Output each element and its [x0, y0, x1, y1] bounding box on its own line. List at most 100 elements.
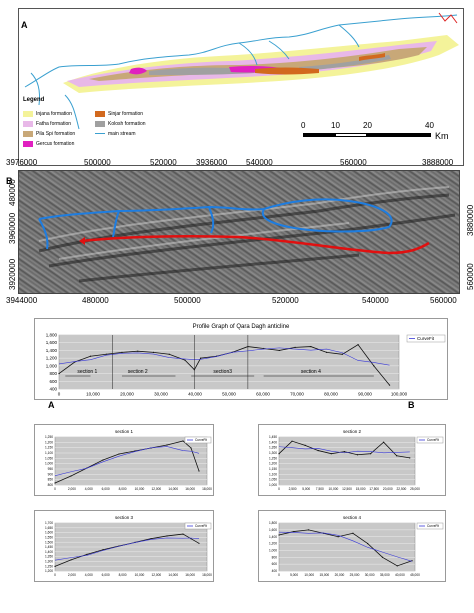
legend-item: Sinjar formation [95, 109, 175, 119]
coord-label: 480000 [82, 296, 109, 305]
section-label: section 2 [128, 369, 148, 375]
chart-legend [184, 522, 212, 530]
data-point [118, 453, 120, 455]
plot-area [278, 522, 416, 572]
scale-unit: Km [435, 131, 449, 141]
legend-item: Kolosh formation [95, 119, 175, 129]
chart-legend [416, 522, 444, 530]
plot-area [58, 334, 400, 390]
x-tick-label: 17,500 [369, 487, 379, 491]
x-tick-label: 15,000 [356, 487, 366, 491]
x-tick-label: 6,000 [102, 487, 110, 491]
x-tick-label: 0 [278, 573, 280, 577]
chart-title: Profile Graph of Qara Dagh anticline [193, 324, 290, 330]
data-point [54, 565, 56, 567]
legend-item: Gercus formation [23, 139, 93, 149]
chart-legend [184, 436, 212, 444]
geologic-map [24, 12, 459, 130]
data-point [166, 444, 168, 446]
main-stream-swatch [95, 133, 105, 135]
x-tick-label: 6,000 [102, 573, 110, 577]
y-tick-label: 1,250 [45, 435, 53, 439]
section-2-chart-svg: section 21,4501,4001,3501,3001,2501,2001… [269, 429, 444, 491]
chart-title: section 4 [343, 515, 362, 520]
section-label: section 4 [301, 369, 321, 375]
y-tick-label: 1,200 [269, 462, 277, 466]
x-tick-label: 70,000 [290, 392, 304, 397]
y-tick-label: 1,400 [46, 348, 58, 353]
y-tick-label: 1,800 [46, 333, 58, 338]
x-tick-label: 60,000 [256, 392, 270, 397]
data-point [278, 349, 280, 352]
x-tick-label: 5,000 [290, 573, 298, 577]
kolosh-formation-area [149, 67, 255, 75]
coord-label: 540000 [362, 296, 389, 305]
section-3-chart: section 3 1,700 1,650 1,600 1,550 1,500 1,450 1… [34, 510, 214, 582]
x-tick-label: 40,000 [395, 573, 405, 577]
data-point [105, 353, 107, 355]
coord-label: 3936000 [196, 158, 228, 167]
legend-label: CurveFit [427, 438, 439, 442]
data-point [184, 359, 186, 361]
x-tick-label: 2,500 [289, 487, 297, 491]
x-tick-label: 4,000 [85, 487, 93, 491]
y-tick-label: 1,200 [45, 440, 53, 444]
section-2-chart: section 2 1,450 1,400 1,350 1,300 1,250 1,200 1… [258, 424, 446, 496]
scale-tick: 0 [301, 121, 306, 130]
coord-label: 500000 [84, 158, 111, 167]
y-tick-label: 1,350 [269, 446, 277, 450]
dem-hillshade-panel [18, 170, 460, 294]
gercus-swatch [23, 140, 33, 147]
data-point [150, 538, 152, 540]
y-tick-label: 850 [48, 478, 54, 482]
x-tick-label: 14,000 [168, 487, 178, 491]
y-tick-label: 1,600 [46, 340, 58, 345]
profile-chart-svg: Profile Graph of Qara Dagh anticline 1,80… [46, 324, 446, 397]
x-tick-label: 18,000 [202, 487, 212, 491]
x-tick-label: 25,000 [350, 573, 360, 577]
x-tick-label: 50,000 [222, 392, 236, 397]
data-point [357, 344, 359, 346]
x-tick-label: 22,500 [397, 487, 407, 491]
data-point [293, 530, 295, 533]
x-tick-label: 20,000 [383, 487, 393, 491]
data-point [200, 357, 202, 359]
y-tick-label: 1,200 [269, 542, 277, 546]
coord-label: 3944000 [6, 296, 38, 305]
section-3-chart-svg: section 31,7001,6501,6001,5501,5001,4501… [45, 515, 212, 577]
x-tick-label: 30,000 [154, 392, 168, 397]
y-tick-label: 1,000 [269, 483, 277, 487]
y-tick-label: 1,200 [45, 569, 53, 573]
y-tick-label: 600 [272, 562, 278, 566]
data-point [137, 350, 139, 352]
x-tick-label: 15,000 [319, 573, 329, 577]
coord-label: 3920000 [8, 258, 17, 290]
section-4-chart: section 4 1,800 1,600 1,400 1,200 1,000 800 600… [258, 510, 446, 582]
coord-label: 500000 [174, 296, 201, 305]
y-tick-label: 1,700 [45, 521, 53, 525]
data-line [278, 529, 413, 567]
data-point [304, 444, 306, 446]
chart-legend [406, 334, 446, 343]
data-point [121, 351, 123, 353]
sinjar-swatch [95, 110, 105, 117]
data-point [291, 440, 293, 442]
data-point [190, 538, 192, 540]
x-tick-label: 8,000 [119, 487, 127, 491]
coord-label: 3960000 [8, 212, 17, 244]
panel-b-label: B [6, 176, 13, 186]
y-tick-label: 1,400 [45, 550, 53, 554]
legend-label: CurveFit [417, 336, 435, 341]
data-point [168, 353, 170, 355]
coord-label: 480000 [8, 179, 17, 206]
x-tick-label: 20,000 [120, 392, 134, 397]
y-tick-label: 1,150 [269, 467, 277, 471]
scale-tick: 10 [331, 121, 340, 130]
data-point [54, 482, 56, 484]
pila-spi-swatch [23, 130, 33, 137]
data-point [58, 372, 60, 375]
x-tick-label: 90,000 [358, 392, 372, 397]
x-tick-label: 25,000 [410, 487, 420, 491]
chart-title: section 1 [115, 429, 134, 434]
x-tick-label: 10,000 [135, 487, 145, 491]
